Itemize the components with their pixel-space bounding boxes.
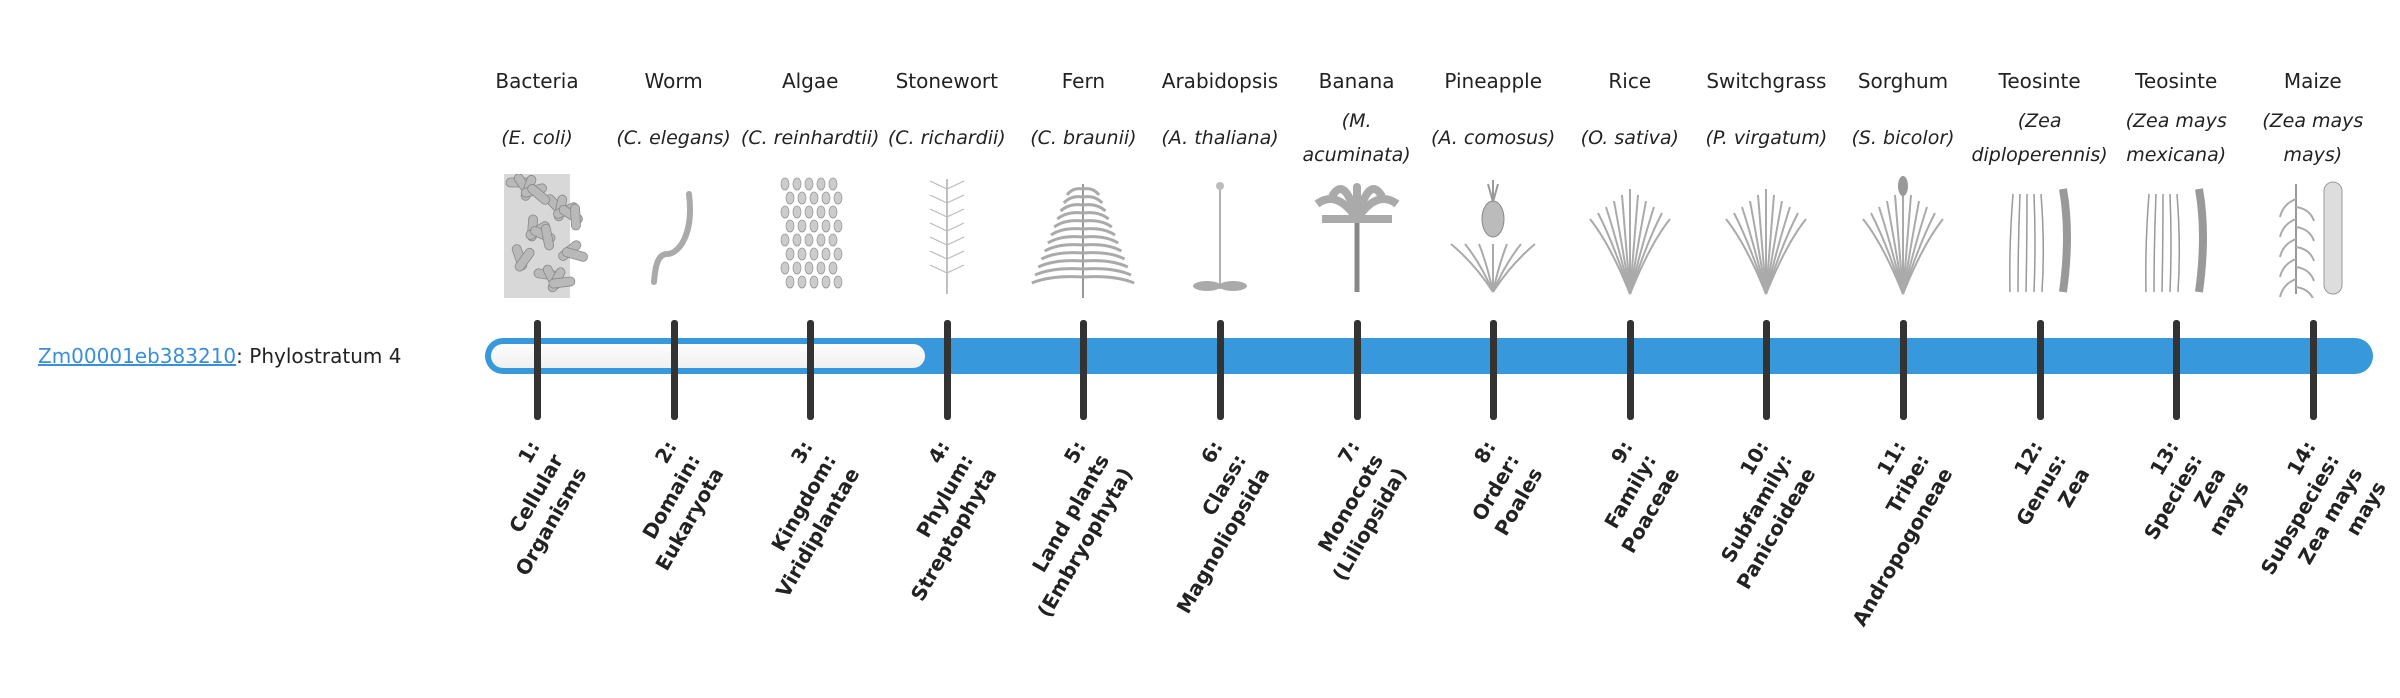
sorghum-icon [1862, 176, 1944, 295]
gene-id-link[interactable]: Zm00001eb383210 [38, 344, 237, 368]
banana-plant-icon [1314, 183, 1399, 292]
organism-scientific-name: (A. comosus) [1431, 127, 1556, 149]
arabidopsis-icon [1193, 182, 1247, 291]
stratum-tick [807, 320, 815, 420]
stratum-tick [1080, 320, 1088, 420]
organism-common-name: Switchgrass [1706, 69, 1827, 93]
organism-scientific-name: (C. richardii) [887, 127, 1006, 149]
organism-common-name: Stonewort [895, 69, 998, 93]
organism-scientific-name: (C. braunii) [1030, 127, 1137, 149]
bacteria-icon [504, 174, 588, 298]
organism-common-name: Fern [1061, 69, 1106, 93]
stratum-tick [1763, 320, 1771, 420]
phylostratum-fill [491, 344, 925, 368]
stratum-tick [2309, 320, 2317, 420]
organism-common-name: Sorghum [1857, 69, 1949, 93]
organism-common-name: Worm [644, 69, 703, 93]
switchgrass-icon [1725, 189, 1808, 295]
stratum-tick [1217, 320, 1224, 420]
stratum-tick [670, 320, 678, 420]
organism-scientific-name: (O. sativa) [1580, 127, 1679, 149]
rice-icon [1589, 189, 1671, 295]
organism-common-name: Teosinte [1998, 69, 2081, 93]
organism-common-name: Banana [1318, 69, 1395, 93]
organism-scientific-name: (Zea diploperennis) [1971, 110, 2108, 166]
stratum-tick [1353, 320, 1361, 420]
organism-common-name: Algae [781, 69, 839, 93]
organism-scientific-name: (Zea mays mexicana) [2125, 110, 2227, 166]
maize-icon [2278, 181, 2343, 298]
organism-scientific-name: (E. coli) [501, 127, 573, 149]
organism-common-name: Rice [1608, 69, 1652, 93]
organism-scientific-name: (C. reinhardtii) [740, 127, 880, 149]
organism-scientific-name: (C. elegans) [616, 127, 731, 149]
teosinte-icon [2008, 188, 2071, 293]
stratum-tick [2173, 320, 2181, 420]
stratum-tick [943, 320, 951, 420]
stratum-tick [1626, 320, 1634, 420]
organism-common-name: Maize [2283, 69, 2342, 93]
organism-common-name: Teosinte [2135, 69, 2218, 93]
organism-scientific-name: (M. acuminata) [1302, 110, 1411, 166]
organism-common-name: Bacteria [495, 69, 579, 93]
fern-icon [1031, 184, 1136, 298]
stratum-tick [1900, 320, 1907, 420]
phylostratum-text: : Phylostratum 4 [236, 344, 402, 368]
organism-scientific-name: (Zea mays mays) [2262, 110, 2364, 166]
stonewort-icon [929, 179, 965, 294]
worm-icon [650, 191, 693, 285]
organism-common-name: Pineapple [1444, 69, 1543, 93]
organism-scientific-name: (A. thaliana) [1161, 127, 1279, 149]
teosinte-icon [2145, 188, 2208, 293]
organism-scientific-name: (P. virgatum) [1705, 127, 1828, 149]
phylostratum-bar [485, 338, 2373, 374]
stratum-tick [1490, 320, 1498, 420]
organism-scientific-name: (S. bicolor) [1851, 127, 1955, 149]
stratum-tick [534, 320, 541, 420]
gene-label: Zm00001eb383210: Phylostratum 4 [38, 341, 401, 371]
stratum-tick [2036, 320, 2044, 420]
algae-icon [780, 177, 843, 289]
organism-common-name: Arabidopsis [1161, 69, 1279, 93]
pineapple-icon [1450, 180, 1536, 293]
